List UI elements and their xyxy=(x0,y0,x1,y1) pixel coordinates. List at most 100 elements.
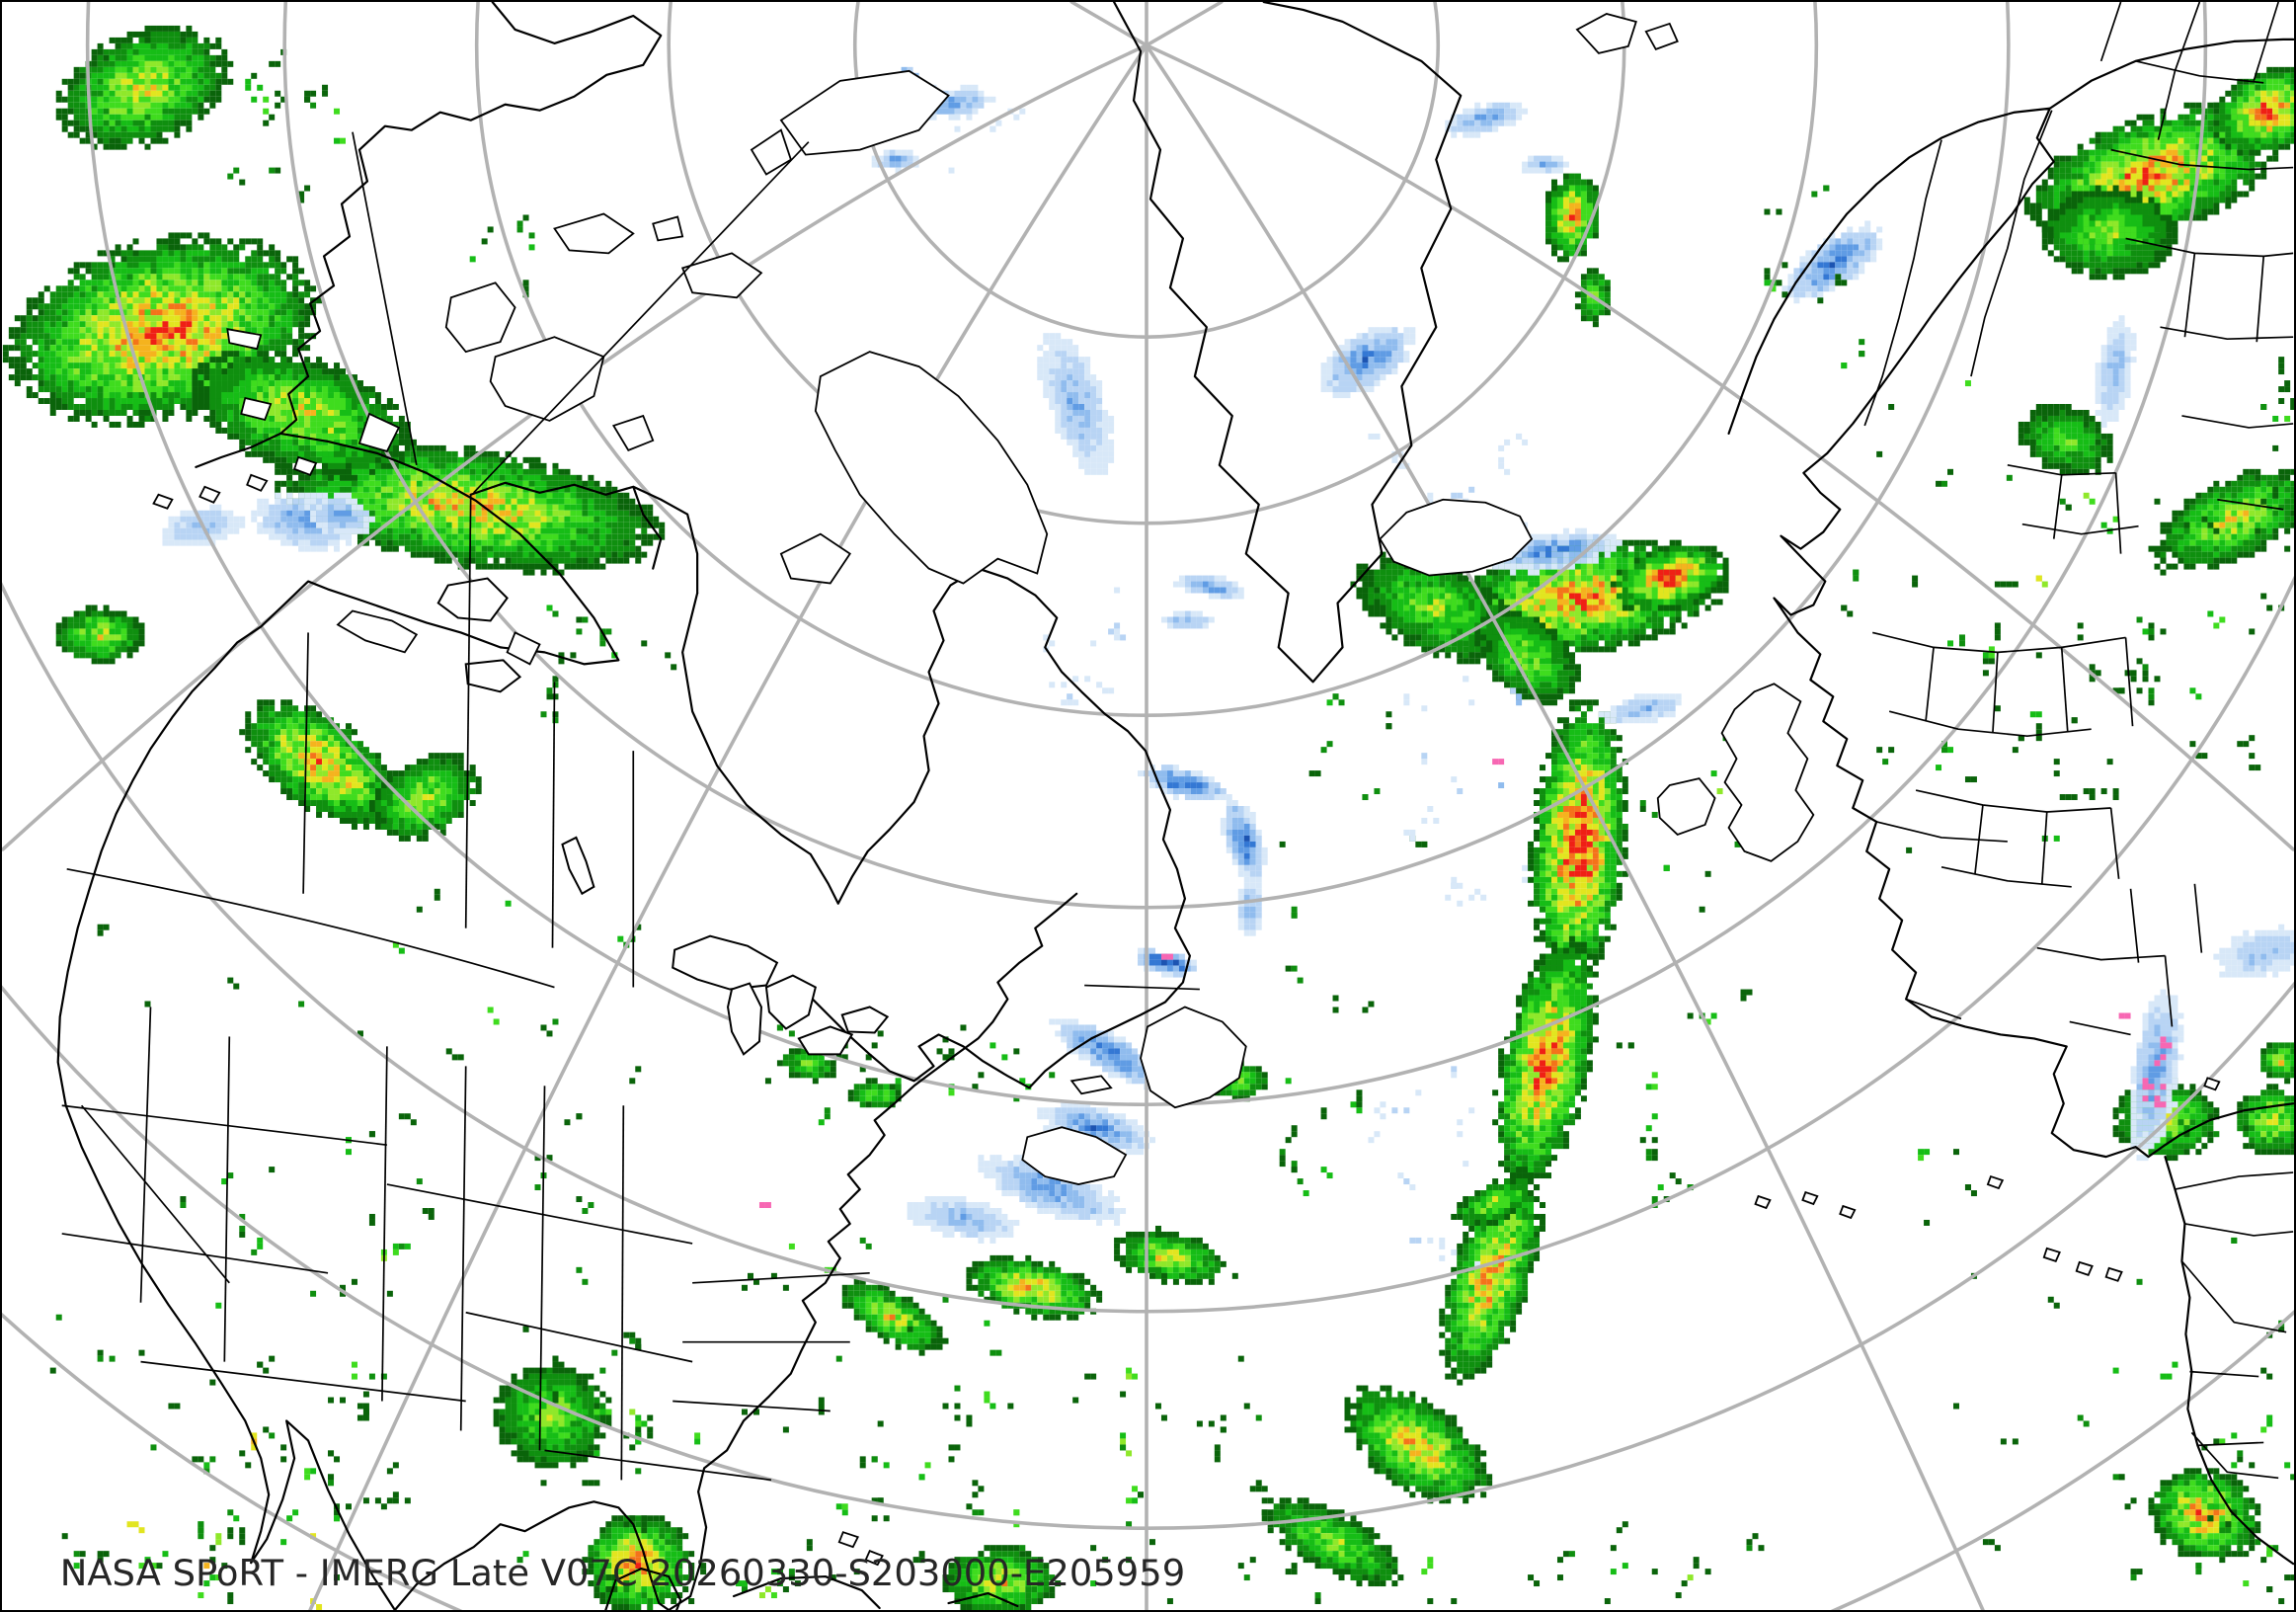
precip-pixel xyxy=(239,309,246,316)
precip-pixel xyxy=(1504,581,1511,588)
precip-pixel xyxy=(233,256,240,263)
precip-pixel xyxy=(73,333,80,340)
precip-pixel xyxy=(269,456,276,463)
precip-pixel xyxy=(298,444,305,451)
precip-pixel xyxy=(1433,622,1440,629)
precip-pixel xyxy=(97,392,104,399)
precip-pixel xyxy=(1687,593,1694,600)
precip-pixel xyxy=(150,368,157,375)
precip-pixel xyxy=(97,66,104,73)
precip-pixel xyxy=(126,114,133,121)
precip-pixel xyxy=(1657,563,1664,570)
precip-pixel xyxy=(263,729,270,736)
precip-pixel xyxy=(203,84,210,91)
precip-pixel xyxy=(304,759,311,766)
precip-pixel xyxy=(280,280,287,286)
precip-pixel xyxy=(215,262,222,269)
precip-pixel xyxy=(1528,610,1535,617)
precip-pixel xyxy=(73,339,80,346)
precip-pixel xyxy=(180,78,187,85)
precip-pixel xyxy=(1534,593,1541,600)
precip-pixel xyxy=(334,439,341,445)
precip-pixel xyxy=(1397,587,1404,594)
precip-pixel xyxy=(162,78,169,85)
precip-pixel xyxy=(588,527,594,534)
precip-pixel xyxy=(1415,610,1422,617)
precip-pixel xyxy=(168,60,175,67)
precip-pixel xyxy=(588,522,594,528)
precip-pixel xyxy=(386,498,393,505)
precip-pixel xyxy=(392,811,399,818)
precip-pixel xyxy=(416,539,423,546)
precip-pixel xyxy=(546,563,553,570)
precip-pixel xyxy=(1586,593,1593,600)
precip-pixel xyxy=(351,456,357,463)
precip-pixel xyxy=(280,753,287,760)
precip-pixel xyxy=(162,415,169,422)
precip-pixel xyxy=(1516,604,1523,611)
precip-pixel xyxy=(209,392,216,399)
precip-pixel xyxy=(599,510,606,517)
precip-pixel xyxy=(635,551,642,558)
precip-pixel xyxy=(103,114,110,121)
precip-pixel xyxy=(103,250,110,257)
precip-pixel xyxy=(138,114,145,121)
precip-pixel xyxy=(280,339,287,346)
precip-pixel xyxy=(61,363,68,369)
precip-pixel xyxy=(168,339,175,346)
precip-pixel xyxy=(351,486,357,493)
precip-pixel xyxy=(304,486,311,493)
precip-pixel xyxy=(156,37,163,43)
precip-pixel xyxy=(97,658,104,665)
precip-pixel xyxy=(263,268,270,275)
precip-pixel xyxy=(126,280,133,286)
precip-pixel xyxy=(362,444,369,451)
precip-pixel xyxy=(434,522,440,528)
precip-pixel xyxy=(120,285,127,292)
precip-pixel xyxy=(1687,599,1694,605)
precip-pixel xyxy=(269,735,276,742)
precip-pixel xyxy=(1586,610,1593,617)
precip-pixel xyxy=(1663,563,1670,570)
precip-pixel xyxy=(150,398,157,404)
precip-pixel xyxy=(505,486,512,493)
precip-pixel xyxy=(174,120,181,126)
precip-pixel xyxy=(162,256,169,263)
precip-pixel xyxy=(1716,581,1723,588)
precip-pixel xyxy=(1675,575,1682,582)
precip-pixel xyxy=(67,363,74,369)
precip-pixel xyxy=(144,357,151,363)
precip-pixel xyxy=(192,250,198,257)
precip-pixel xyxy=(209,66,216,73)
precip-pixel xyxy=(73,90,80,97)
precip-pixel xyxy=(1445,616,1452,623)
precip-pixel xyxy=(115,339,121,346)
precip-pixel xyxy=(115,66,121,73)
precip-pixel xyxy=(392,510,399,517)
precip-pixel xyxy=(340,747,346,754)
precip-pixel xyxy=(552,510,559,517)
precip-pixel xyxy=(564,533,571,540)
precip-pixel xyxy=(138,72,145,79)
precip-pixel xyxy=(269,392,276,399)
precip-pixel xyxy=(659,533,666,540)
precip-pixel xyxy=(1574,610,1581,617)
precip-pixel xyxy=(487,456,494,463)
precip-pixel xyxy=(1415,616,1422,623)
precip-pixel xyxy=(617,522,624,528)
precip-pixel xyxy=(180,102,187,109)
precip-pixel xyxy=(298,404,305,410)
precip-pixel xyxy=(73,363,80,369)
precip-pixel xyxy=(245,415,252,422)
precip-pixel xyxy=(138,357,145,363)
precip-pixel xyxy=(257,711,264,718)
precip-pixel xyxy=(1403,634,1410,641)
precip-pixel xyxy=(245,450,252,457)
precip-pixel xyxy=(351,823,357,830)
precip-pixel xyxy=(198,114,204,121)
precip-pixel xyxy=(67,415,74,422)
precip-pixel xyxy=(132,60,139,67)
precip-pixel xyxy=(298,392,305,399)
precip-pixel xyxy=(1633,640,1640,647)
precip-pixel xyxy=(79,333,86,340)
